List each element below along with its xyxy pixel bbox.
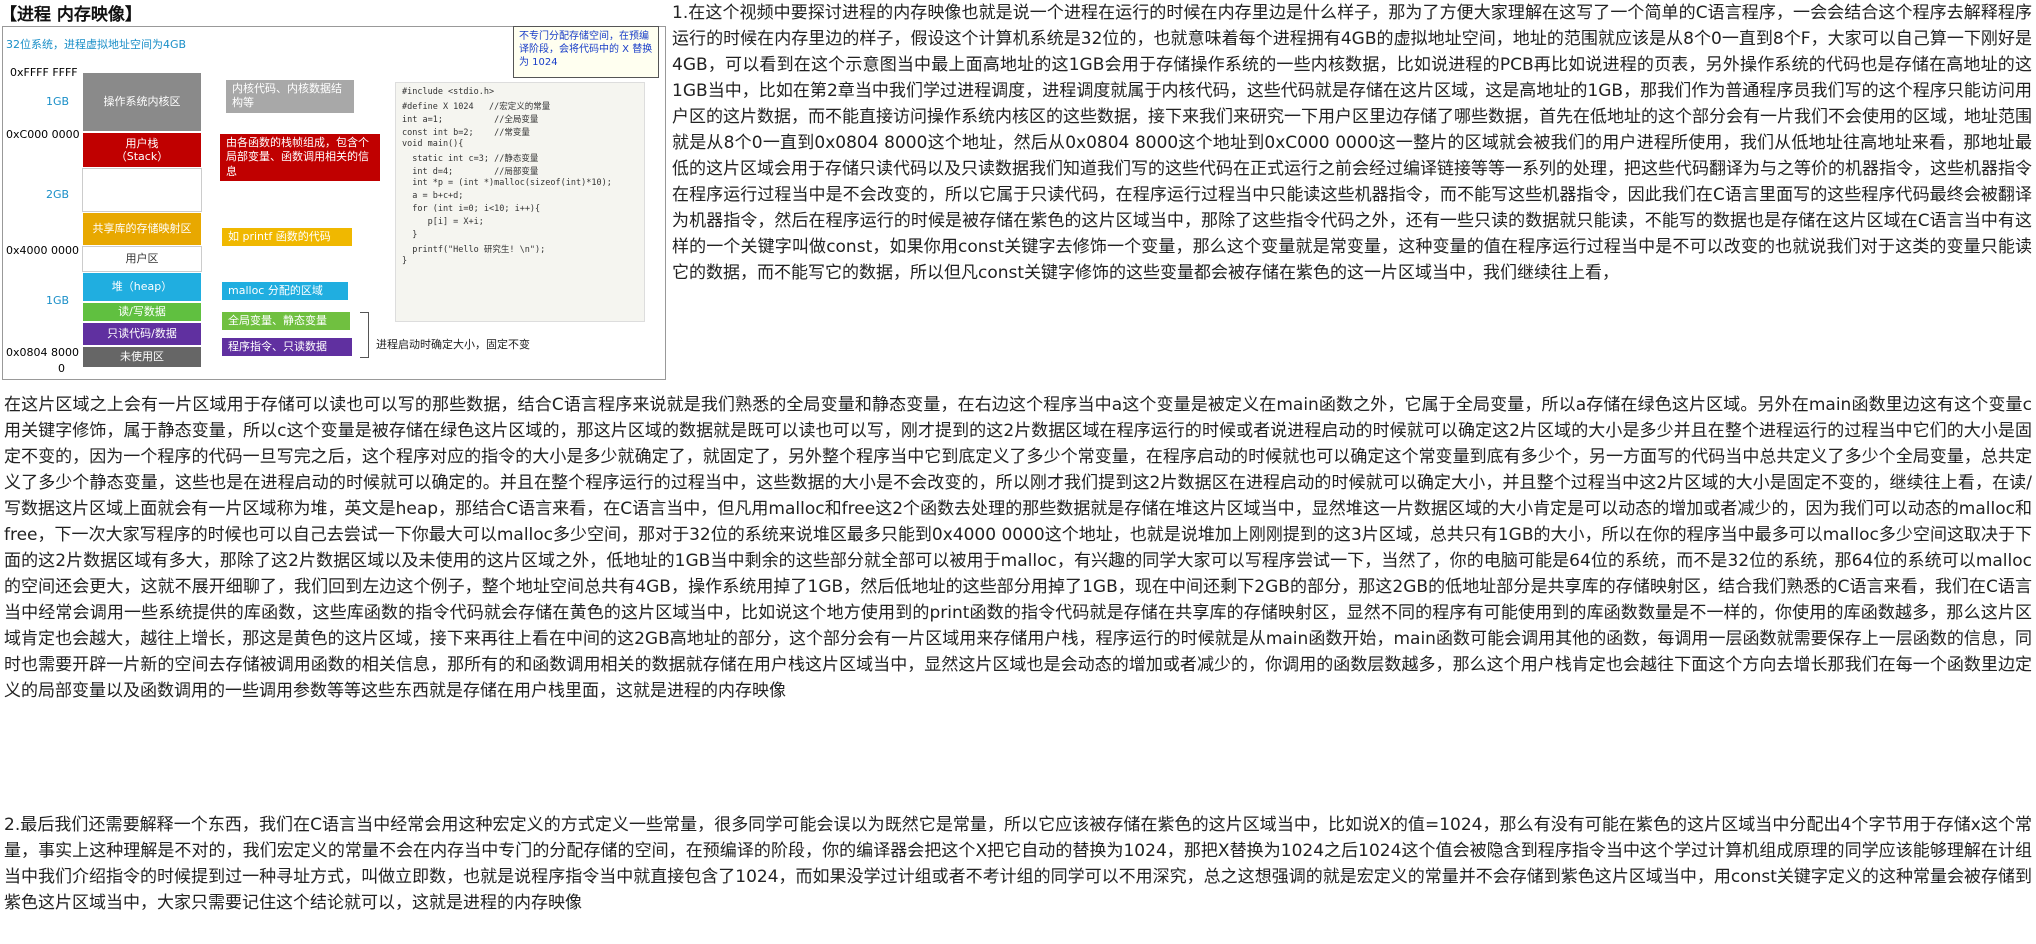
code-snippet: #include <stdio.h> #define X 1024 //宏定义的…	[395, 82, 645, 322]
code-line: int *p = (int *)malloc(sizeof(int)*10);	[402, 178, 612, 188]
paragraph-2: 2.最后我们还需要解释一个东西，我们在C语言当中经常会用这种宏定义的方式定义一些…	[4, 812, 2032, 942]
code-line: }	[402, 256, 408, 266]
address-label: 0x0804 8000	[6, 346, 79, 359]
note-heap: malloc 分配的区域	[222, 282, 348, 301]
gb-mark: 1GB	[46, 95, 70, 108]
memory-map-figure	[2, 26, 666, 380]
segment-heap: 堆（heap）	[82, 272, 202, 302]
address-label: 0x4000 0000	[6, 244, 79, 257]
code-line: int a=1; //全局变量	[402, 115, 539, 125]
address-label: 0	[58, 362, 65, 375]
code-line: #define X 1024 //宏定义的常量	[402, 102, 551, 112]
note-rw: 全局变量、静态变量	[222, 312, 350, 331]
callout-box: 不专门分配存储空间，在预编译阶段，会将代码中的 X 替换为 1024	[513, 26, 659, 78]
code-line: p[i] = X+i;	[402, 217, 484, 227]
gb-mark: 1GB	[46, 294, 70, 307]
segment-gap	[82, 168, 202, 212]
address-label: 0xFFFF FFFF	[10, 66, 78, 79]
address-label: 0xC000 0000	[6, 128, 80, 141]
code-line: for (int i=0; i<10; i++){	[402, 204, 541, 214]
code-line: static int c=3; //静态变量	[402, 154, 539, 164]
note-shared-lib: 如 printf 函数的代码	[222, 228, 352, 247]
page-title: 【进程 内存映像】	[0, 5, 142, 25]
segment-unused: 未使用区	[82, 346, 202, 368]
code-line: const int b=2; //常变量	[402, 128, 530, 138]
paragraph-text: 2.最后我们还需要解释一个东西，我们在C语言当中经常会用这种宏定义的方式定义一些…	[4, 815, 2032, 913]
code-line: #include <stdio.h>	[402, 87, 495, 97]
code-line: int d=4; //局部变量	[402, 167, 539, 177]
figure-caption: 32位系统，进程虚拟地址空间为4GB	[6, 38, 187, 51]
segment-kernel: 操作系统内核区	[82, 72, 202, 132]
segment-shared-lib: 共享库的存储映射区	[82, 212, 202, 246]
segment-ro-code: 只读代码/数据	[82, 322, 202, 346]
paragraph-1-top: 1.在这个视频中要探讨进程的内存映像也就是说一个进程在运行的时候在内存里边是什么…	[672, 0, 2032, 388]
paragraph-1-bottom: 在这片区域之上会有一片区域用于存储可以读也可以写的那些数据，结合C语言程序来说就…	[4, 392, 2032, 808]
code-line: void main(){	[402, 139, 464, 149]
paragraph-text: 在这片区域之上会有一片区域用于存储可以读也可以写的那些数据，结合C语言程序来说就…	[4, 395, 2032, 701]
code-line: }	[402, 230, 418, 240]
user-area-label: 用户区	[82, 246, 202, 272]
bracket	[360, 312, 369, 358]
segment-user-stack: 用户栈 （Stack）	[82, 132, 202, 168]
paragraph-text: 1.在这个视频中要探讨进程的内存映像也就是说一个进程在运行的时候在内存里边是什么…	[672, 3, 2032, 283]
note-ro: 程序指令、只读数据	[222, 338, 352, 357]
code-line: printf("Hello 研究生! \n");	[402, 245, 546, 255]
gb-mark: 2GB	[46, 188, 70, 201]
note-kernel: 内核代码、内核数据结构等	[226, 80, 354, 113]
segment-rw-data: 读/写数据	[82, 302, 202, 322]
code-line: a = b+c+d;	[402, 191, 464, 201]
note-stack: 由各函数的栈帧组成，包含个局部变量、函数调用相关的信息	[220, 134, 380, 181]
bracket-note: 进程启动时确定大小，固定不变	[376, 338, 530, 351]
